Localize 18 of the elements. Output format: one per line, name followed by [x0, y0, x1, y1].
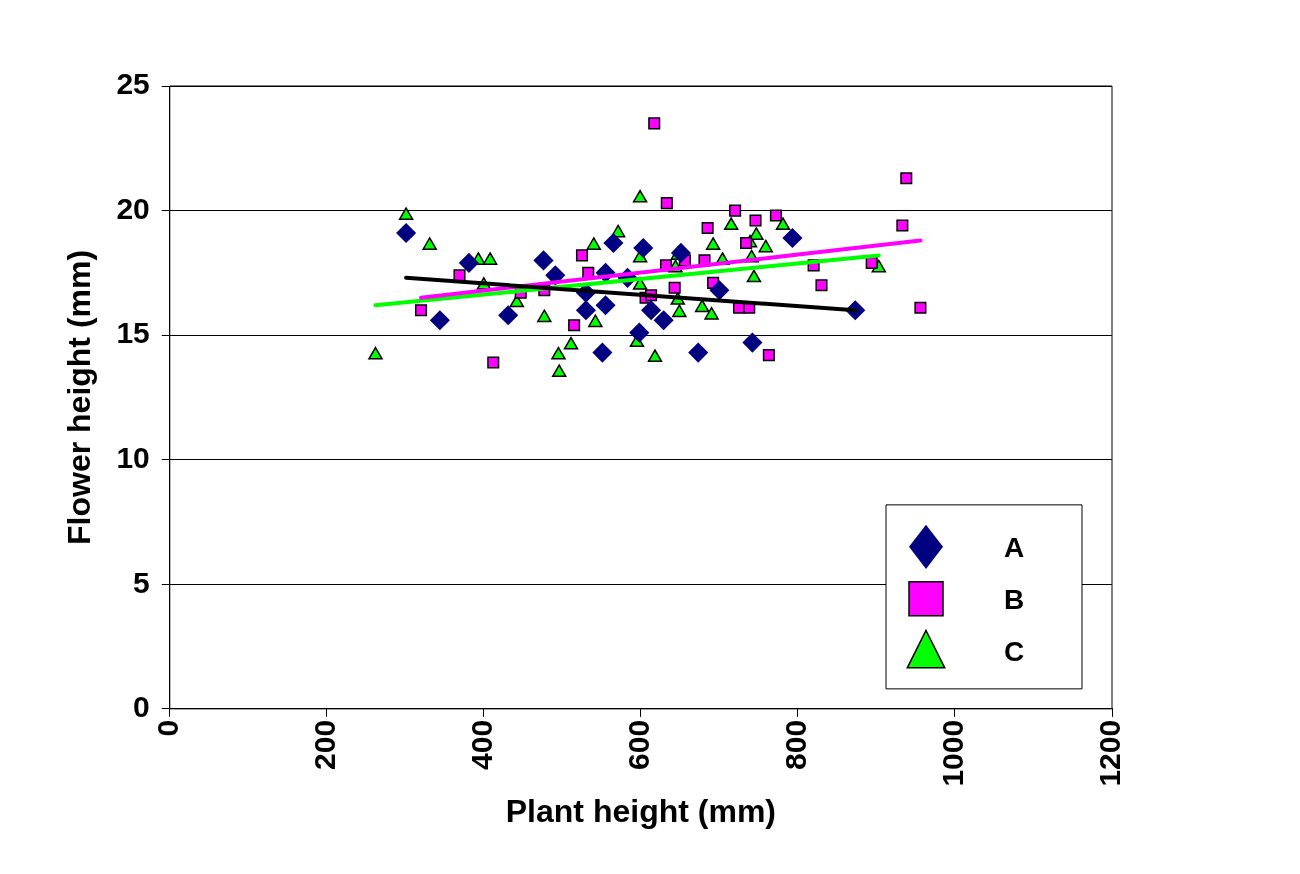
x-tick-label: 600 — [622, 719, 656, 770]
x-tick-label: 0 — [151, 719, 185, 737]
x-tick-label: 1000 — [936, 719, 970, 787]
y-tick-label: 10 — [116, 440, 150, 474]
x-tick-label: 400 — [465, 719, 499, 770]
x-tick-label: 1200 — [1093, 719, 1127, 787]
legend-label: B — [1004, 583, 1025, 615]
y-tick-label: 15 — [116, 316, 150, 350]
y-tick-label: 25 — [116, 67, 150, 101]
legend-label: C — [1004, 635, 1025, 667]
x-tick-label: 800 — [779, 719, 813, 770]
x-axis-title: Plant height (mm) — [505, 792, 776, 829]
x-tick-label: 200 — [308, 719, 342, 770]
y-axis-title: Flower height (mm) — [61, 249, 98, 545]
legend-label: A — [1004, 531, 1025, 563]
y-tick-label: 5 — [133, 565, 150, 599]
y-tick-label: 20 — [116, 191, 150, 225]
y-tick-label: 0 — [133, 690, 150, 724]
